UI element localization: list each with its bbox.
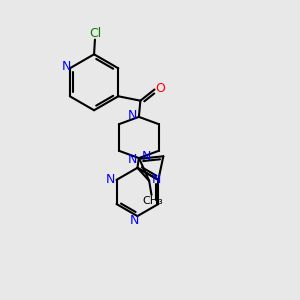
Text: N: N [152,173,161,186]
Text: N: N [142,150,151,163]
Text: N: N [61,60,71,73]
Text: N: N [128,109,137,122]
Text: Cl: Cl [89,27,101,40]
Text: CH₃: CH₃ [142,196,164,206]
Text: N: N [106,173,115,186]
Text: O: O [155,82,165,94]
Text: N: N [128,153,137,166]
Text: N: N [130,214,139,227]
